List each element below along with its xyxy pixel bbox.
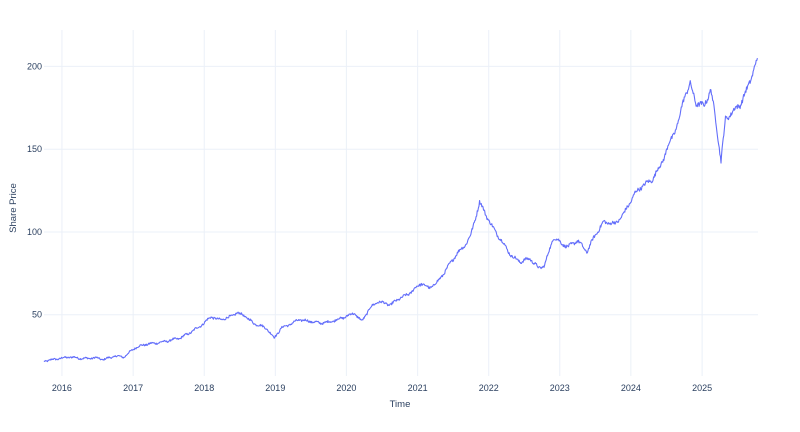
y-tick-label: 200	[27, 61, 42, 71]
y-tick-label: 50	[32, 310, 42, 320]
x-tick-label: 2021	[408, 383, 428, 393]
x-tick-label: 2018	[194, 383, 214, 393]
x-tick-label: 2025	[692, 383, 712, 393]
x-tick-label: 2024	[621, 383, 641, 393]
x-tick-label: 2016	[52, 383, 72, 393]
series-line	[43, 57, 758, 363]
y-axis-title: Share Price	[8, 183, 19, 233]
y-axis-ticks: 50 100 150 200	[27, 61, 42, 319]
grid	[44, 30, 758, 376]
x-tick-label: 2019	[265, 383, 285, 393]
x-axis-ticks: 2016 2017 2018 2019 2020 2021 2022 2023 2024 2025	[52, 383, 712, 393]
y-tick-label: 100	[27, 227, 42, 237]
x-tick-label: 2017	[123, 383, 143, 393]
plot-area	[43, 57, 758, 363]
x-tick-label: 2022	[479, 383, 499, 393]
x-axis-title: Time	[390, 399, 411, 410]
x-tick-label: 2023	[550, 383, 570, 393]
y-tick-label: 150	[27, 144, 42, 154]
x-tick-label: 2020	[336, 383, 356, 393]
